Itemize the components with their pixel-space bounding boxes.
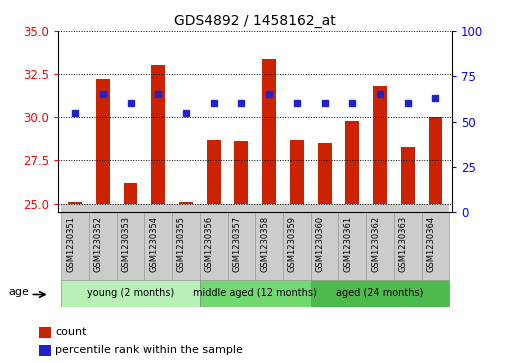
Bar <box>338 212 366 280</box>
Bar <box>228 212 256 280</box>
Bar <box>256 204 283 212</box>
Text: percentile rank within the sample: percentile rank within the sample <box>55 345 243 355</box>
Bar <box>39 327 50 338</box>
Text: GSM1230363: GSM1230363 <box>399 216 408 272</box>
Text: GSM1230358: GSM1230358 <box>260 216 269 272</box>
Bar <box>117 212 144 280</box>
Bar <box>345 121 359 204</box>
Bar <box>61 212 89 280</box>
Bar <box>366 204 394 212</box>
Text: GSM1230364: GSM1230364 <box>427 216 435 272</box>
Text: aged (24 months): aged (24 months) <box>336 288 424 298</box>
Bar <box>144 204 172 212</box>
Bar <box>151 65 165 204</box>
Text: GSM1230356: GSM1230356 <box>205 216 214 272</box>
Bar <box>262 58 276 204</box>
Bar <box>89 204 117 212</box>
Bar <box>394 212 422 280</box>
Bar <box>290 140 304 204</box>
Bar <box>207 140 220 204</box>
Text: GSM1230360: GSM1230360 <box>315 216 325 272</box>
Bar <box>311 212 338 280</box>
Bar <box>422 212 450 280</box>
Bar <box>256 212 283 280</box>
Text: GSM1230361: GSM1230361 <box>343 216 353 272</box>
Bar <box>200 204 228 212</box>
Title: GDS4892 / 1458162_at: GDS4892 / 1458162_at <box>174 15 336 28</box>
Bar <box>228 204 256 212</box>
Bar <box>311 280 450 307</box>
Text: GSM1230359: GSM1230359 <box>288 216 297 272</box>
Bar <box>123 183 138 204</box>
Text: GSM1230351: GSM1230351 <box>66 216 75 272</box>
Bar <box>172 204 200 212</box>
Bar <box>172 212 200 280</box>
Text: GSM1230355: GSM1230355 <box>177 216 186 272</box>
Text: middle aged (12 months): middle aged (12 months) <box>194 288 317 298</box>
Text: GSM1230362: GSM1230362 <box>371 216 380 272</box>
Bar <box>68 202 82 204</box>
Bar <box>338 204 366 212</box>
Bar <box>318 143 332 204</box>
Bar <box>96 79 110 204</box>
Bar <box>283 204 311 212</box>
Text: count: count <box>55 327 87 337</box>
Bar <box>366 212 394 280</box>
Text: young (2 months): young (2 months) <box>87 288 174 298</box>
Text: GSM1230354: GSM1230354 <box>149 216 158 272</box>
Bar <box>89 212 117 280</box>
Bar <box>61 280 200 307</box>
Bar <box>401 147 415 204</box>
Text: age: age <box>9 287 29 297</box>
Bar <box>39 345 50 356</box>
Text: GSM1230357: GSM1230357 <box>232 216 241 272</box>
Text: GSM1230352: GSM1230352 <box>94 216 103 272</box>
Bar <box>311 204 338 212</box>
Bar <box>144 212 172 280</box>
Bar <box>422 204 450 212</box>
Bar <box>394 204 422 212</box>
Bar <box>117 204 144 212</box>
Bar <box>429 117 442 204</box>
Bar <box>373 86 387 204</box>
Bar <box>200 280 311 307</box>
Bar <box>61 204 89 212</box>
Bar <box>179 202 193 204</box>
Text: GSM1230353: GSM1230353 <box>121 216 131 272</box>
Bar <box>235 142 248 204</box>
Bar <box>200 212 228 280</box>
Bar <box>283 212 311 280</box>
